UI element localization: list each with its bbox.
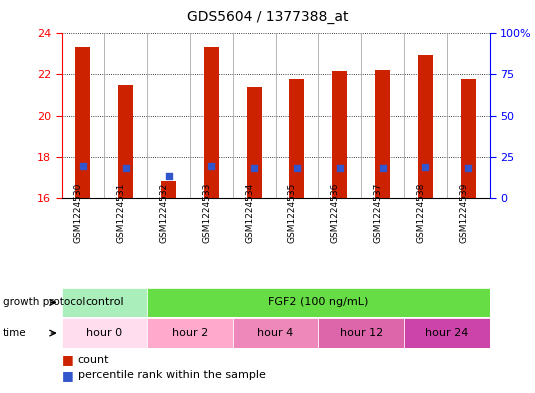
Text: hour 0: hour 0 (86, 328, 123, 338)
Text: percentile rank within the sample: percentile rank within the sample (78, 370, 265, 380)
Text: FGF2 (100 ng/mL): FGF2 (100 ng/mL) (268, 298, 369, 307)
Point (207, 163, 216, 169)
Bar (318, 318, 404, 348)
Point (378, 165, 387, 171)
Text: GSM1224536: GSM1224536 (331, 183, 340, 243)
Text: GSM1224538: GSM1224538 (416, 183, 425, 243)
Bar (75, 48, 90, 198)
Text: GSM1224533: GSM1224533 (202, 183, 211, 243)
Text: GSM1224534: GSM1224534 (245, 183, 254, 243)
Text: control: control (85, 298, 124, 307)
Bar (247, 87, 262, 198)
Bar (147, 318, 233, 348)
Bar (461, 79, 476, 198)
Text: hour 4: hour 4 (257, 328, 294, 338)
Point (79, 163, 87, 169)
Point (250, 165, 258, 171)
Text: GDS5604 / 1377388_at: GDS5604 / 1377388_at (187, 10, 348, 24)
Bar (332, 71, 347, 198)
Text: GSM1224535: GSM1224535 (288, 183, 297, 243)
Point (121, 165, 130, 171)
Bar (62, 288, 147, 317)
Bar (418, 55, 433, 198)
Text: time: time (3, 328, 26, 338)
Point (464, 165, 472, 171)
Bar (233, 318, 318, 348)
Point (421, 164, 430, 170)
Bar (62, 318, 147, 348)
Point (164, 173, 173, 180)
Point (293, 165, 301, 171)
Text: hour 2: hour 2 (172, 328, 208, 338)
Bar (289, 79, 304, 198)
Text: ■: ■ (62, 369, 73, 382)
Bar (375, 70, 390, 198)
Text: GSM1224532: GSM1224532 (159, 183, 169, 243)
Text: hour 12: hour 12 (340, 328, 383, 338)
Text: growth protocol: growth protocol (3, 298, 85, 307)
Bar (404, 318, 490, 348)
Text: hour 24: hour 24 (425, 328, 469, 338)
Text: GSM1224531: GSM1224531 (117, 183, 126, 243)
Text: GSM1224530: GSM1224530 (74, 183, 83, 243)
Text: GSM1224539: GSM1224539 (459, 183, 468, 243)
Text: GSM1224537: GSM1224537 (373, 183, 383, 243)
Bar (204, 48, 219, 198)
Bar (147, 288, 490, 317)
Bar (161, 180, 176, 198)
Text: count: count (78, 354, 109, 365)
Bar (118, 84, 133, 198)
Point (335, 165, 344, 171)
Text: ■: ■ (62, 353, 73, 366)
